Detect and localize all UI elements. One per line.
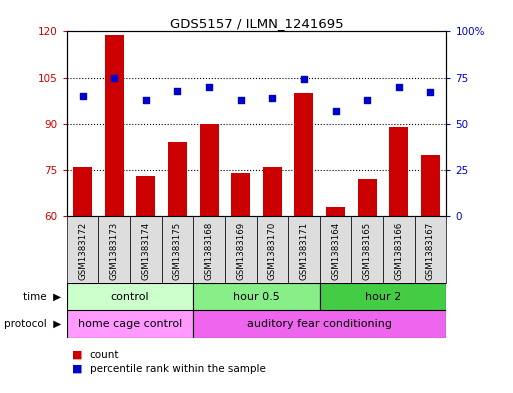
Point xyxy=(205,84,213,90)
Bar xyxy=(231,173,250,216)
FancyBboxPatch shape xyxy=(320,216,351,283)
Title: GDS5157 / ILMN_1241695: GDS5157 / ILMN_1241695 xyxy=(170,17,343,30)
Point xyxy=(236,97,245,103)
Text: GSM1383169: GSM1383169 xyxy=(236,222,245,280)
Text: hour 2: hour 2 xyxy=(365,292,401,302)
FancyBboxPatch shape xyxy=(162,216,193,283)
Point xyxy=(331,108,340,114)
Text: GSM1383171: GSM1383171 xyxy=(300,222,308,280)
Point xyxy=(426,89,435,95)
FancyBboxPatch shape xyxy=(383,216,415,283)
Text: percentile rank within the sample: percentile rank within the sample xyxy=(90,364,266,373)
FancyBboxPatch shape xyxy=(67,283,193,310)
Point xyxy=(394,84,403,90)
Text: GSM1383168: GSM1383168 xyxy=(205,222,213,280)
Text: count: count xyxy=(90,350,120,360)
FancyBboxPatch shape xyxy=(351,216,383,283)
Text: home cage control: home cage control xyxy=(78,319,182,329)
Bar xyxy=(168,142,187,216)
FancyBboxPatch shape xyxy=(288,216,320,283)
Point xyxy=(78,93,87,99)
Point xyxy=(142,97,150,103)
FancyBboxPatch shape xyxy=(256,216,288,283)
Text: GSM1383170: GSM1383170 xyxy=(268,222,277,280)
Text: GSM1383175: GSM1383175 xyxy=(173,222,182,280)
Point xyxy=(363,97,371,103)
Bar xyxy=(73,167,92,216)
Text: GSM1383172: GSM1383172 xyxy=(78,222,87,280)
FancyBboxPatch shape xyxy=(193,216,225,283)
FancyBboxPatch shape xyxy=(98,216,130,283)
Bar xyxy=(421,154,440,216)
Bar xyxy=(263,167,282,216)
Bar xyxy=(136,176,155,216)
Text: GSM1383166: GSM1383166 xyxy=(394,222,403,280)
Text: protocol  ▶: protocol ▶ xyxy=(4,319,62,329)
Bar xyxy=(326,207,345,216)
FancyBboxPatch shape xyxy=(193,310,446,338)
FancyBboxPatch shape xyxy=(67,310,193,338)
Text: GSM1383174: GSM1383174 xyxy=(141,222,150,280)
FancyBboxPatch shape xyxy=(225,216,256,283)
Bar xyxy=(105,35,124,216)
Text: time  ▶: time ▶ xyxy=(24,292,62,302)
Point xyxy=(110,75,118,81)
Text: ■: ■ xyxy=(72,350,82,360)
Text: auditory fear conditioning: auditory fear conditioning xyxy=(247,319,392,329)
Point xyxy=(173,87,182,94)
Bar xyxy=(358,179,377,216)
FancyBboxPatch shape xyxy=(67,216,98,283)
Text: GSM1383173: GSM1383173 xyxy=(110,222,119,280)
Text: GSM1383165: GSM1383165 xyxy=(363,222,372,280)
FancyBboxPatch shape xyxy=(130,216,162,283)
FancyBboxPatch shape xyxy=(193,283,320,310)
Text: GSM1383164: GSM1383164 xyxy=(331,222,340,280)
FancyBboxPatch shape xyxy=(415,216,446,283)
Bar xyxy=(389,127,408,216)
Text: control: control xyxy=(111,292,149,302)
Text: GSM1383167: GSM1383167 xyxy=(426,222,435,280)
Text: ■: ■ xyxy=(72,364,82,373)
Point xyxy=(268,95,277,101)
Point xyxy=(300,76,308,83)
Bar xyxy=(200,124,219,216)
FancyBboxPatch shape xyxy=(320,283,446,310)
Bar xyxy=(294,93,313,216)
Text: hour 0.5: hour 0.5 xyxy=(233,292,280,302)
